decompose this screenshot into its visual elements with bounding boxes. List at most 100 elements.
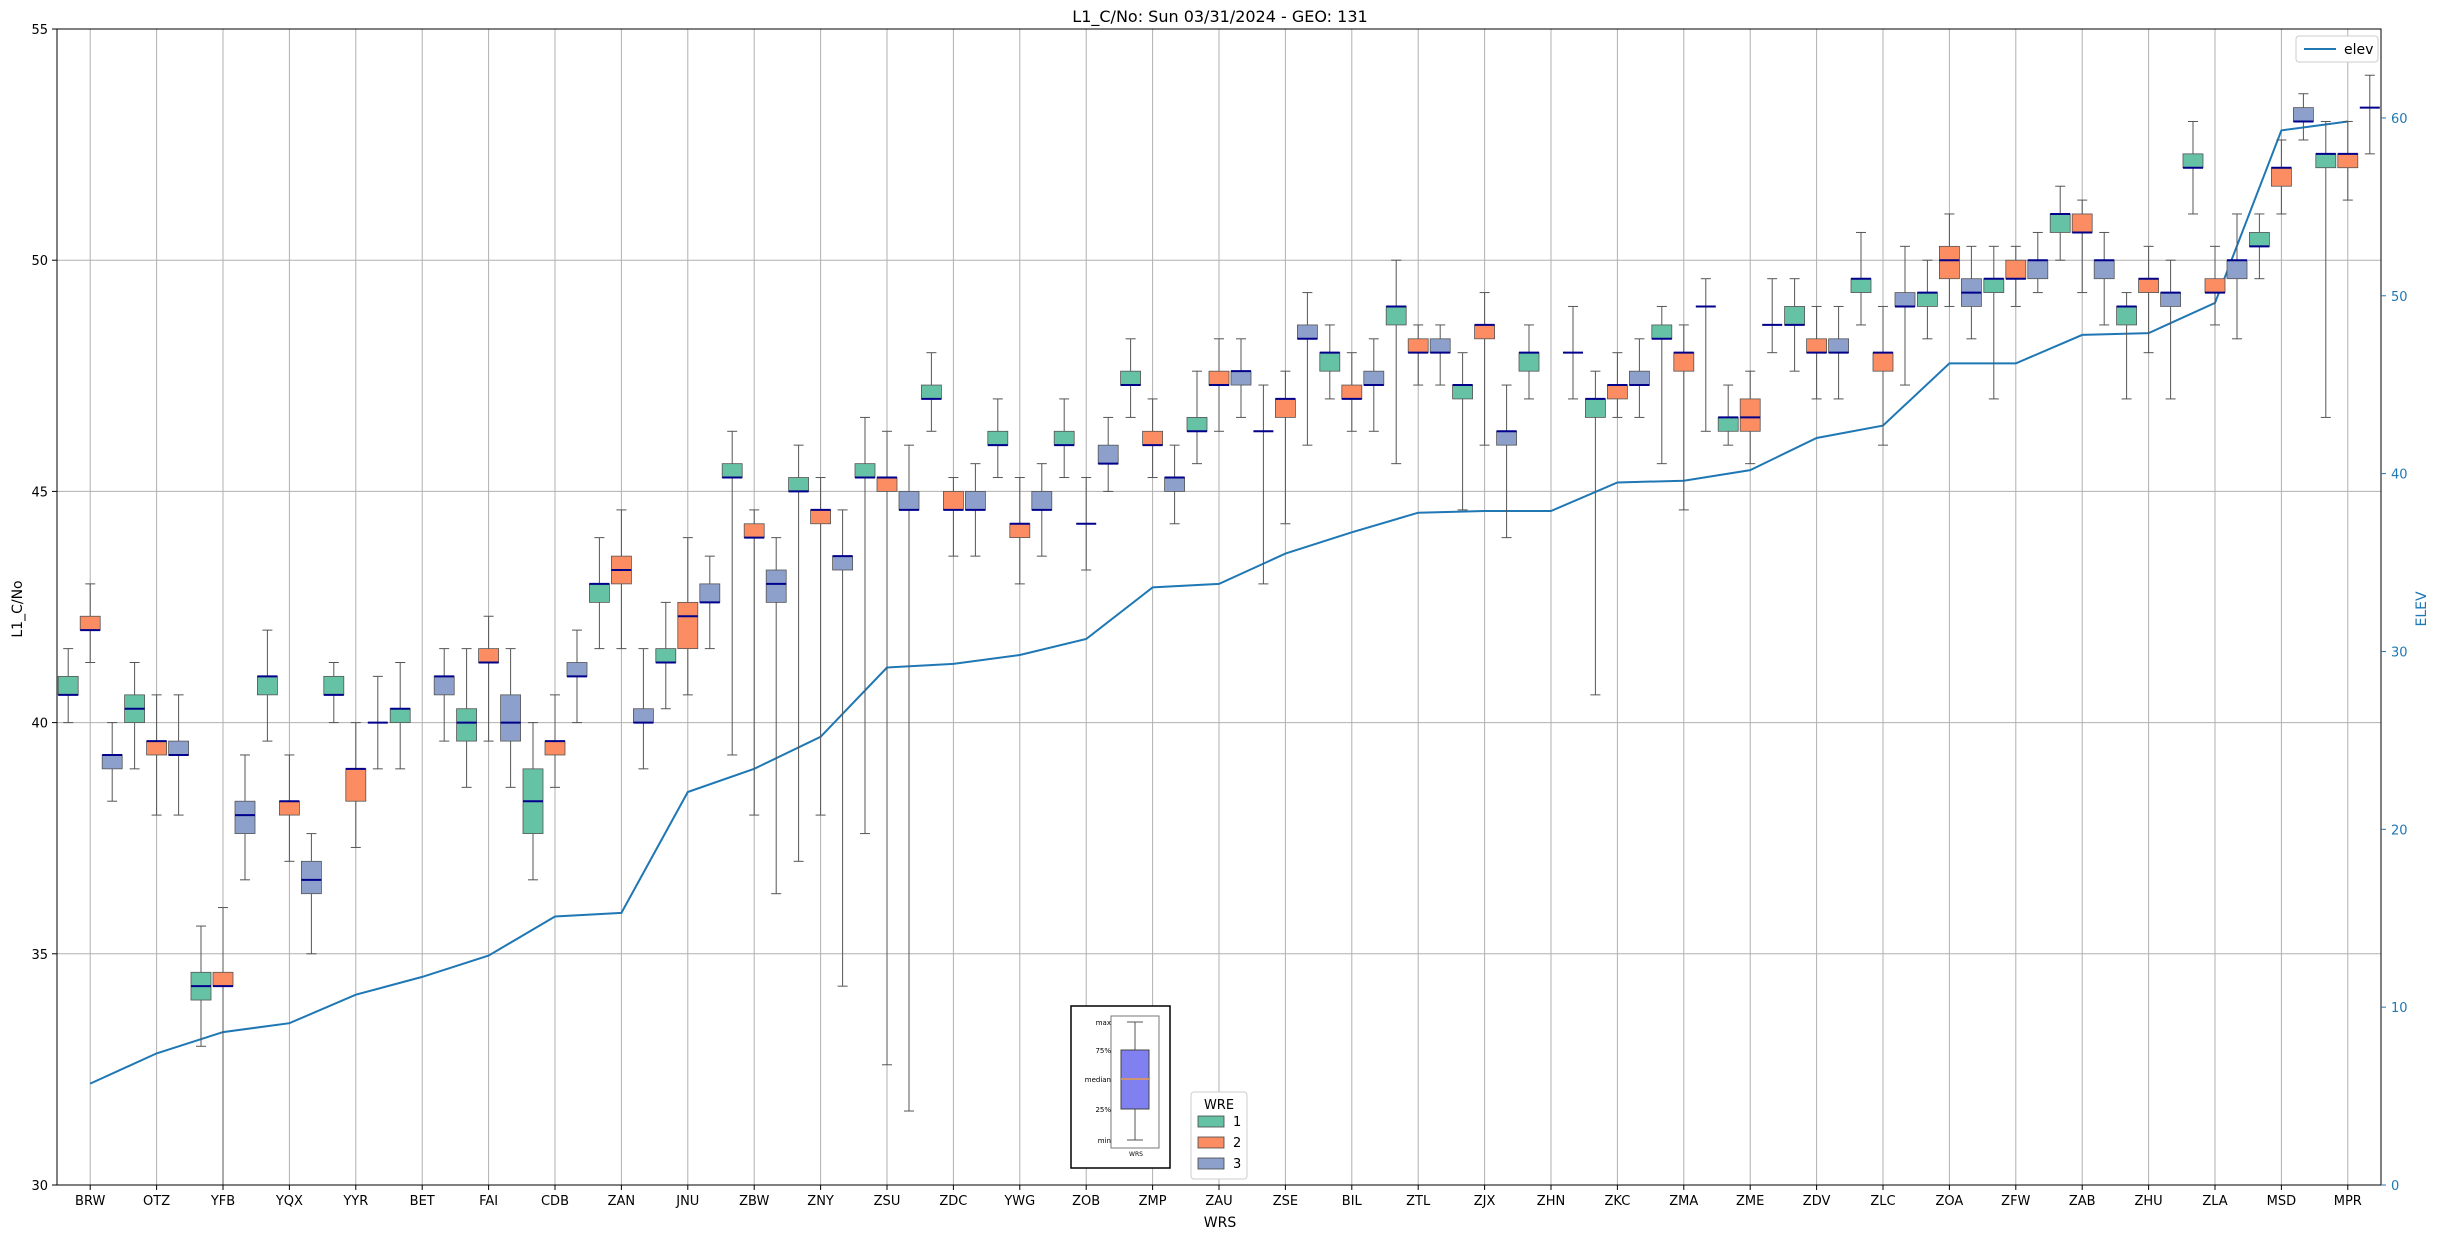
- box-ZLC-wre2: [1872, 305, 1894, 446]
- box-iqr: [256, 675, 278, 696]
- box-iqr: [168, 740, 190, 756]
- wre-legend-title: WRE: [1204, 1098, 1234, 1113]
- y-tick-label: 40: [31, 717, 48, 732]
- box-ZLC-wre1: [1850, 231, 1872, 326]
- box-ZDV-wre2: [1806, 305, 1827, 400]
- box-iqr: [500, 694, 522, 742]
- x-tick-label: ZSE: [1273, 1194, 1298, 1209]
- x-tick-label: ZSU: [874, 1194, 901, 1209]
- x-tick-label: ZHN: [1537, 1194, 1565, 1209]
- x-tick-label: ZDV: [1803, 1194, 1831, 1209]
- box-JNU-wre2: [677, 537, 699, 696]
- box-iqr: [2337, 153, 2359, 169]
- box-YFB-wre2: [212, 907, 234, 1185]
- y2-axis: 0 10 20 30 40 50 60: [2381, 112, 2408, 1194]
- box-iqr: [212, 971, 234, 987]
- x-tick-label: ZKC: [1605, 1194, 1631, 1209]
- y2-tick-label: 30: [2391, 645, 2408, 660]
- box-iqr: [677, 601, 699, 650]
- box-iqr: [345, 768, 367, 802]
- box-ZBW-wre1: [721, 430, 743, 756]
- box-ZMP-wre2: [1142, 398, 1163, 479]
- box-ZTL-wre3: [1429, 324, 1451, 386]
- box-iqr: [633, 708, 654, 724]
- box-iqr: [1806, 338, 1827, 354]
- box-ZHU-wre1: [2116, 292, 2138, 400]
- box-MSD-wre1: [2248, 213, 2270, 280]
- box-ZMP-wre3: [1164, 444, 1185, 525]
- box-BIL-wre2: [1341, 352, 1363, 432]
- box-iqr: [1474, 324, 1495, 340]
- box-BIL-wre3: [1363, 338, 1385, 432]
- box-iqr: [2049, 213, 2071, 233]
- x-tick-label: ZDC: [939, 1194, 967, 1209]
- x-tick-label: MPR: [2334, 1194, 2362, 1209]
- box-ZHN-wre3: [1563, 305, 1583, 400]
- x-tick-label: CDB: [541, 1194, 569, 1209]
- box-ZDC-wre3: [965, 463, 986, 557]
- box-iqr: [2204, 278, 2226, 293]
- box-layer: [57, 74, 2380, 1185]
- box-ZMA-wre3: [1695, 278, 1716, 432]
- box-MPR-wre1: [2315, 120, 2337, 418]
- box-iqr: [743, 523, 765, 539]
- box-iqr: [1629, 370, 1650, 386]
- box-iqr: [79, 615, 101, 631]
- box-iqr: [876, 477, 898, 492]
- box-iqr: [1097, 444, 1119, 465]
- box-iqr: [1452, 384, 1473, 400]
- box-ZLA-wre2: [2204, 245, 2226, 326]
- x-tick-label: YWG: [1003, 1194, 1035, 1209]
- box-iqr: [1275, 398, 1296, 418]
- box-ZBW-wre2: [743, 509, 765, 816]
- box-ZDC-wre2: [943, 477, 964, 557]
- box-iqr: [234, 800, 256, 834]
- box-ZAB-wre3: [2093, 231, 2115, 326]
- box-iqr: [2226, 259, 2248, 280]
- box-ZBW-wre3: [765, 537, 787, 895]
- wre-legend: WRE 1 2 3: [1190, 1091, 1248, 1180]
- y2-tick-label: 50: [2391, 290, 2408, 305]
- box-iqr: [1651, 324, 1673, 340]
- box-iqr: [1341, 384, 1363, 400]
- x-tick-label: YYR: [342, 1194, 368, 1209]
- x-axis: BRW OTZ YFB YQX YYR BET FAI CDB ZAN JNU ZBW ZNY ZSU Z…: [75, 1185, 2362, 1209]
- box-ZKC-wre1: [1585, 370, 1606, 696]
- box-ZKC-wre2: [1607, 352, 1628, 418]
- box-ZHU-wre2: [2138, 245, 2160, 354]
- box-MSD-wre2: [2270, 139, 2292, 215]
- box-iqr: [2292, 107, 2314, 122]
- box-iqr: [2248, 232, 2270, 247]
- inset-key: max 75% median 25% min WRS: [1070, 1005, 1171, 1169]
- box-ZDV-wre1: [1784, 278, 1805, 372]
- x-tick-label: ZME: [1736, 1194, 1764, 1209]
- box-iqr: [1784, 306, 1805, 326]
- box-iqr: [1053, 430, 1075, 446]
- box-ZAN-wre2: [611, 509, 632, 650]
- box-iqr: [389, 708, 411, 724]
- box-OTZ-wre3: [168, 694, 190, 816]
- box-YWG-wre2: [1009, 477, 1031, 585]
- box-iqr: [2270, 167, 2292, 187]
- wre-legend-label-2: 2: [1233, 1136, 1241, 1151]
- box-iqr: [1673, 352, 1695, 372]
- box-iqr: [1894, 292, 1916, 307]
- box-ZSU-wre3: [898, 444, 920, 1112]
- box-BRW-wre2: [79, 583, 101, 663]
- box-YYR-wre2: [345, 722, 367, 848]
- wre-legend-label-1: 1: [1233, 1115, 1241, 1130]
- box-iqr: [1297, 324, 1318, 340]
- box-iqr: [2093, 259, 2115, 280]
- y2-tick-label: 20: [2391, 823, 2408, 838]
- box-iqr: [1164, 477, 1185, 492]
- box-ZJX-wre1: [1452, 352, 1473, 511]
- box-MPR-wre2: [2337, 120, 2359, 201]
- box-ZHU-wre3: [2160, 259, 2182, 400]
- inset-label-q1: 25%: [1095, 1106, 1111, 1114]
- box-ZLA-wre1: [2182, 120, 2204, 215]
- box-iqr: [854, 463, 876, 478]
- box-ZOA-wre2: [1939, 213, 1960, 307]
- y-tick-label: 45: [31, 485, 48, 500]
- box-BET-wre3: [433, 648, 455, 742]
- box-ZFW-wre1: [1983, 245, 2005, 400]
